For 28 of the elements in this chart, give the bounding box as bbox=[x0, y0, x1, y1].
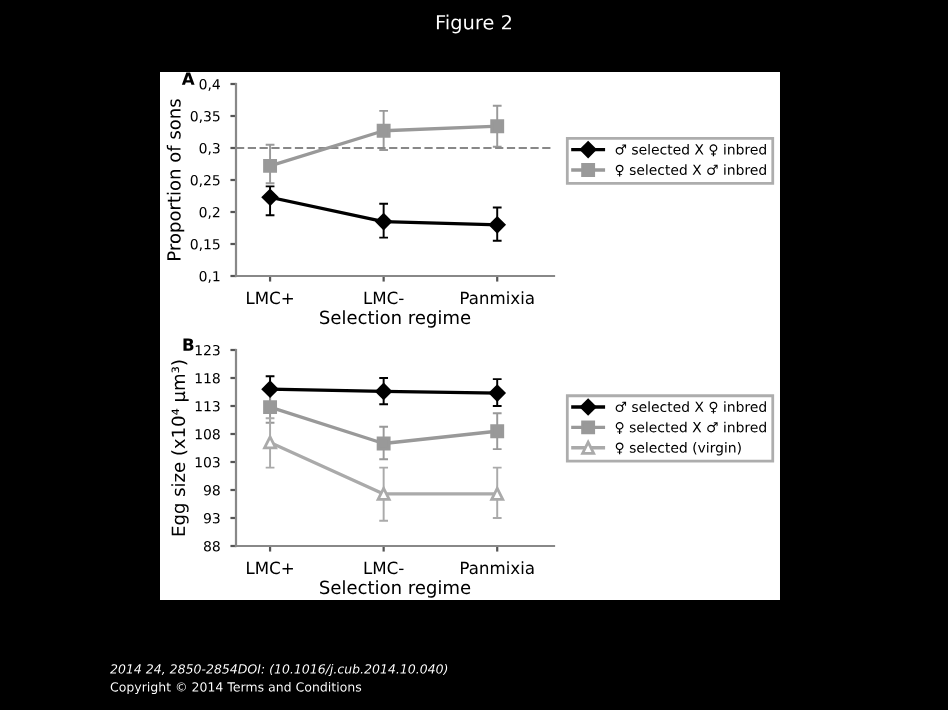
x-tick-label: LMC- bbox=[364, 561, 404, 575]
x-tick-label: LMC- bbox=[364, 291, 404, 305]
point bbox=[263, 435, 278, 450]
x-tick-label: LMC+ bbox=[247, 291, 293, 305]
point bbox=[488, 216, 506, 234]
text: B bbox=[183, 338, 194, 351]
y-axis-title: Proportion of sons bbox=[166, 99, 185, 260]
point bbox=[490, 119, 505, 134]
point bbox=[375, 383, 392, 400]
y-axis-title: Egg size (x10⁴ µm³) bbox=[171, 360, 189, 536]
point bbox=[490, 424, 505, 439]
x-tick-label: LMC+ bbox=[247, 561, 293, 575]
point bbox=[376, 123, 391, 138]
x-tick-label: Panmixia bbox=[461, 561, 534, 575]
point bbox=[263, 158, 278, 173]
text: A bbox=[181, 72, 195, 85]
x-axis-title: Selection regime bbox=[320, 310, 471, 328]
point bbox=[376, 436, 391, 451]
point bbox=[261, 189, 279, 206]
point bbox=[376, 486, 391, 501]
point bbox=[375, 213, 392, 230]
point bbox=[488, 384, 506, 402]
point bbox=[261, 380, 279, 398]
chart-title: Figure 2 bbox=[436, 14, 512, 34]
point bbox=[490, 486, 505, 501]
point bbox=[263, 400, 278, 415]
x-tick-label: Panmixia bbox=[461, 291, 534, 305]
x-axis-title: Selection regime bbox=[320, 580, 471, 598]
